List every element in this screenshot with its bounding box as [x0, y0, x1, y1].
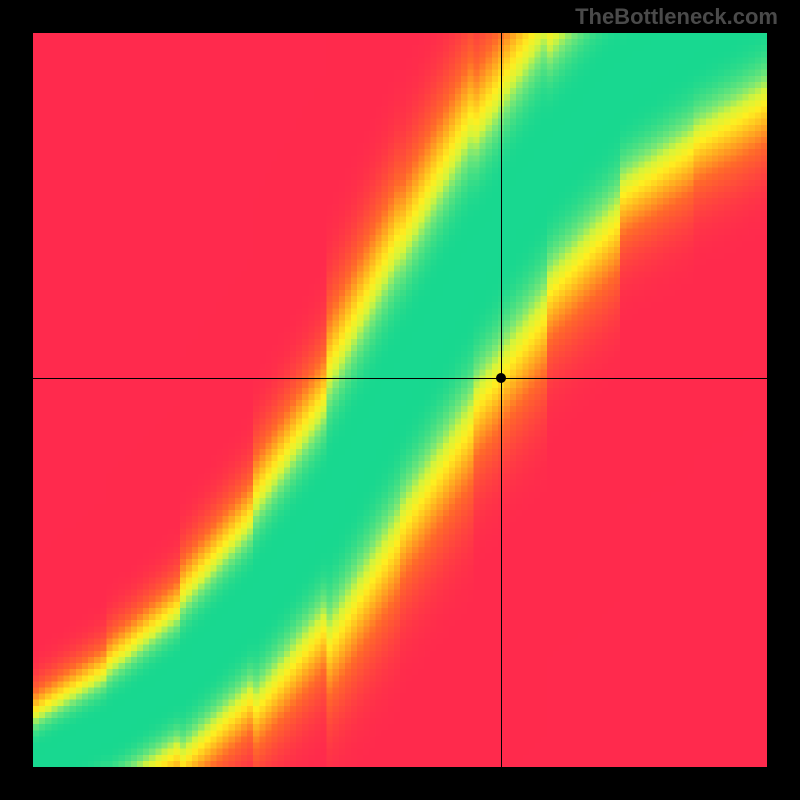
crosshair-vertical [501, 33, 502, 767]
crosshair-point [496, 373, 506, 383]
plot-area [33, 33, 767, 767]
crosshair-horizontal [33, 378, 767, 379]
chart-container: TheBottleneck.com [0, 0, 800, 800]
watermark-text: TheBottleneck.com [575, 4, 778, 30]
heatmap-canvas [33, 33, 767, 767]
